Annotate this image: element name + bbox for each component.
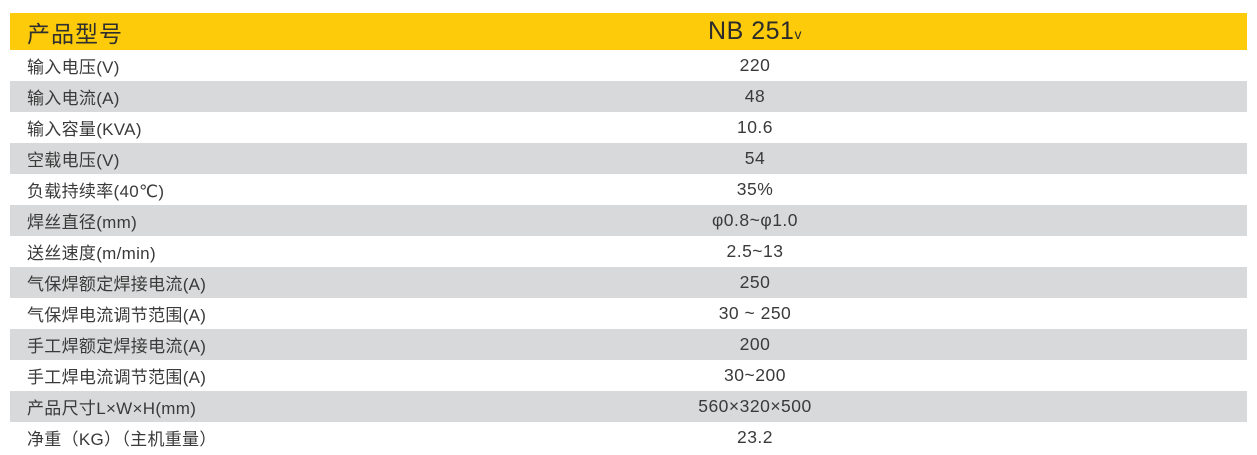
- table-row: 焊丝直径(mm) φ0.8~φ1.0: [10, 205, 1247, 236]
- table-row: 气保焊电流调节范围(A) 30 ~ 250: [10, 298, 1247, 329]
- row-label: 净重（KG）（主机重量）: [27, 430, 217, 449]
- table-row: 净重（KG）（主机重量） 23.2: [10, 422, 1247, 453]
- row-label: 输入电压(V): [27, 58, 120, 77]
- header-model-value: NB 251v: [490, 17, 1020, 46]
- model-name: NB 251: [708, 17, 795, 45]
- table-row: 输入容量(KVA) 10.6: [10, 112, 1247, 143]
- row-value: 10.6: [736, 117, 774, 137]
- table-body: 输入电压(V) 220 输入电流(A) 48 输入容量(KVA) 10.6 空载…: [10, 50, 1247, 453]
- table-row: 产品尺寸L×W×H(mm) 560×320×500: [10, 391, 1247, 422]
- row-label: 气保焊额定焊接电流(A): [27, 275, 207, 294]
- table-row: 手工焊电流调节范围(A) 30~200: [10, 360, 1247, 391]
- table-header-row: 产品型号 NB 251v: [10, 13, 1247, 50]
- row-value: 560×320×500: [698, 396, 812, 416]
- row-value: 200: [739, 334, 771, 354]
- header-product-model-label: 产品型号: [27, 20, 123, 47]
- row-value: 35%: [736, 179, 774, 199]
- row-value: 250: [739, 272, 771, 292]
- table-row: 送丝速度(m/min) 2.5~13: [10, 236, 1247, 267]
- table-row: 手工焊额定焊接电流(A) 200: [10, 329, 1247, 360]
- product-spec-table: 产品型号 NB 251v 输入电压(V) 220 输入电流(A) 48 输入容量…: [10, 13, 1247, 453]
- row-label: 产品尺寸L×W×H(mm): [27, 399, 197, 418]
- table-row: 输入电压(V) 220: [10, 50, 1247, 81]
- table-row: 空载电压(V) 54: [10, 143, 1247, 174]
- row-value: 2.5~13: [726, 241, 784, 261]
- row-value: 54: [744, 148, 766, 168]
- row-value: 48: [744, 86, 766, 106]
- row-label: 输入电流(A): [27, 89, 120, 108]
- row-label: 气保焊电流调节范围(A): [27, 306, 207, 325]
- row-label: 手工焊额定焊接电流(A): [27, 337, 207, 356]
- row-value: 23.2: [736, 427, 774, 447]
- table-row: 气保焊额定焊接电流(A) 250: [10, 267, 1247, 298]
- row-value: 220: [739, 55, 771, 75]
- row-label: 空载电压(V): [27, 151, 120, 170]
- row-label: 焊丝直径(mm): [27, 213, 138, 232]
- table-row: 输入电流(A) 48: [10, 81, 1247, 112]
- row-label: 送丝速度(m/min): [27, 244, 156, 263]
- row-value: 30 ~ 250: [718, 303, 792, 323]
- table-row: 负载持续率(40℃) 35%: [10, 174, 1247, 205]
- row-label: 手工焊电流调节范围(A): [27, 368, 207, 387]
- row-label: 负载持续率(40℃): [27, 182, 165, 201]
- row-label: 输入容量(KVA): [27, 120, 142, 139]
- row-value: φ0.8~φ1.0: [711, 210, 799, 230]
- row-value: 30~200: [724, 365, 786, 385]
- model-suffix: v: [794, 26, 802, 42]
